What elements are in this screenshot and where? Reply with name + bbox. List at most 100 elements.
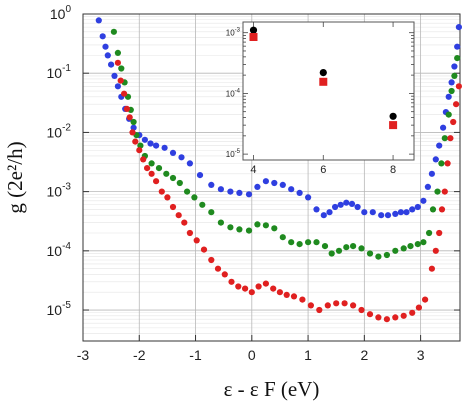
data-point <box>208 209 215 216</box>
data-point <box>407 243 414 250</box>
data-point <box>288 239 295 246</box>
data-point <box>438 160 445 167</box>
data-point <box>186 229 193 237</box>
data-point <box>181 219 188 226</box>
data-point <box>217 219 224 226</box>
data-point <box>130 124 137 131</box>
data-point <box>445 111 452 118</box>
data-point <box>316 306 323 314</box>
inset-y-tick-label: 10-4 <box>226 88 241 98</box>
data-point <box>450 118 457 126</box>
data-point <box>307 302 314 309</box>
data-point <box>361 209 368 216</box>
data-point <box>328 250 335 257</box>
data-point <box>236 226 243 233</box>
data-point <box>283 291 290 298</box>
data-point <box>147 140 154 147</box>
data-point <box>104 52 111 59</box>
data-point <box>428 265 435 272</box>
data-point <box>392 210 399 217</box>
data-point <box>290 293 298 300</box>
data-point <box>158 188 165 195</box>
data-point <box>208 256 215 264</box>
data-point <box>227 224 234 231</box>
main-plot-frame <box>82 13 461 342</box>
data-point <box>169 149 177 156</box>
data-point <box>153 178 160 185</box>
data-point <box>392 247 399 254</box>
data-point <box>335 247 343 254</box>
data-point <box>270 285 277 292</box>
data-point <box>366 311 374 318</box>
data-point <box>95 17 102 24</box>
data-point <box>262 222 269 229</box>
data-point <box>217 186 224 193</box>
data-point <box>242 285 249 292</box>
data-point <box>130 118 137 126</box>
data-point <box>375 253 382 260</box>
data-point <box>214 265 222 272</box>
data-point <box>117 77 124 84</box>
data-point <box>262 280 269 287</box>
data-point <box>235 283 242 290</box>
y-tick-label: 10-5 <box>47 300 72 318</box>
inset-data-point <box>319 69 327 77</box>
inset-data-point <box>389 112 397 120</box>
data-point <box>429 206 437 213</box>
data-point <box>140 156 147 163</box>
data-point <box>451 72 458 79</box>
data-point <box>296 241 303 248</box>
data-point <box>305 239 312 246</box>
data-point <box>397 209 404 216</box>
data-point <box>409 206 416 213</box>
data-point <box>254 183 261 190</box>
data-point <box>451 63 458 70</box>
data-point <box>420 197 427 204</box>
data-point <box>369 209 376 216</box>
data-point <box>169 203 177 211</box>
data-point <box>447 135 454 142</box>
data-point <box>178 154 185 161</box>
data-point <box>148 170 155 177</box>
x-tick-label: 2 <box>360 347 368 363</box>
data-point <box>378 212 385 219</box>
data-point <box>343 199 350 206</box>
data-point <box>366 250 374 257</box>
data-point <box>155 165 163 172</box>
data-point <box>313 239 320 246</box>
data-point <box>436 229 443 237</box>
data-point <box>432 156 439 163</box>
y-tick-label: 10-3 <box>47 182 72 200</box>
y-axis-title: g (2e²/h) <box>3 141 27 213</box>
data-point <box>400 312 407 319</box>
data-point <box>184 188 191 195</box>
inset-y-tick-label: 10-3 <box>226 28 241 38</box>
data-point <box>276 289 283 296</box>
data-point <box>114 59 121 66</box>
data-point <box>164 194 171 201</box>
data-point <box>248 289 255 296</box>
inset-frame <box>242 21 415 161</box>
x-tick-label: 1 <box>304 347 312 363</box>
data-point <box>114 49 121 57</box>
data-point <box>313 206 320 213</box>
data-point <box>196 172 204 179</box>
data-point <box>236 189 243 196</box>
y-tick-label: 100 <box>50 4 72 22</box>
data-point <box>193 237 200 244</box>
data-point <box>255 283 262 290</box>
data-point <box>305 194 312 201</box>
data-point <box>403 209 410 216</box>
data-point <box>129 129 136 136</box>
data-point <box>358 306 365 314</box>
data-point <box>441 135 448 142</box>
data-point <box>245 227 253 234</box>
data-point <box>333 300 340 307</box>
x-axis-title: ε - ε F (eV) <box>224 377 320 401</box>
data-point <box>400 245 407 252</box>
data-point <box>332 203 339 211</box>
data-point <box>118 65 125 72</box>
data-point <box>102 43 109 50</box>
data-point <box>321 243 329 250</box>
data-point <box>271 225 278 232</box>
